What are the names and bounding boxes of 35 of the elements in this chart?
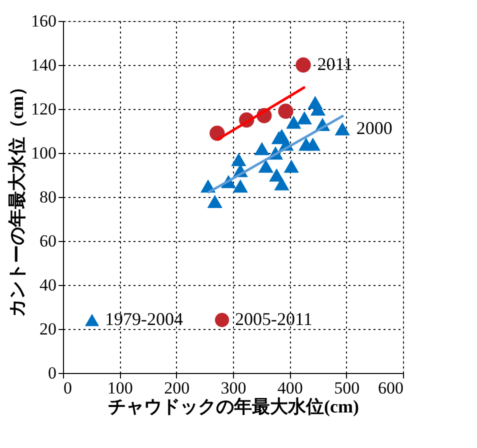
point (286, 116, 302, 129)
point (284, 160, 299, 173)
x-tick-label: 200 (164, 378, 190, 398)
point (231, 153, 246, 166)
y-tick-label: 100 (31, 144, 56, 162)
x-tick-label: 600 (378, 378, 404, 398)
x-tick-label: 100 (107, 378, 133, 398)
annotation: 2011 (317, 54, 353, 74)
x-tick-label: 400 (277, 378, 303, 398)
point (274, 177, 290, 190)
y-tick-label: 140 (31, 56, 56, 74)
y-tick-label: 160 (31, 12, 56, 30)
point (278, 104, 294, 119)
point (334, 122, 350, 136)
point (305, 138, 320, 151)
y-tick-label: 80 (40, 188, 56, 206)
point (232, 179, 248, 193)
point (296, 57, 311, 73)
y-axis-title: カントーの年最大水位（cm） (7, 78, 27, 317)
x-tick-label: 500 (334, 378, 360, 398)
y-tick-label: 20 (40, 320, 56, 338)
annotation: 2000 (356, 118, 392, 138)
y-tick-label: 120 (31, 100, 56, 118)
legend-label: 2005-2011 (235, 309, 312, 329)
point (207, 194, 222, 208)
point (254, 142, 270, 156)
point (258, 160, 274, 173)
x-axis-title: チャウドックの年最大水位(cm) (108, 396, 359, 416)
x-tick-label: 0 (64, 378, 72, 398)
y-tick-label: 60 (40, 232, 56, 250)
y-tick-label: 40 (40, 276, 56, 294)
y-tick-label: 0 (48, 364, 56, 382)
point (296, 111, 312, 124)
legend-label: 1979-2004 (105, 309, 183, 329)
x-tick-label: 300 (220, 378, 246, 398)
